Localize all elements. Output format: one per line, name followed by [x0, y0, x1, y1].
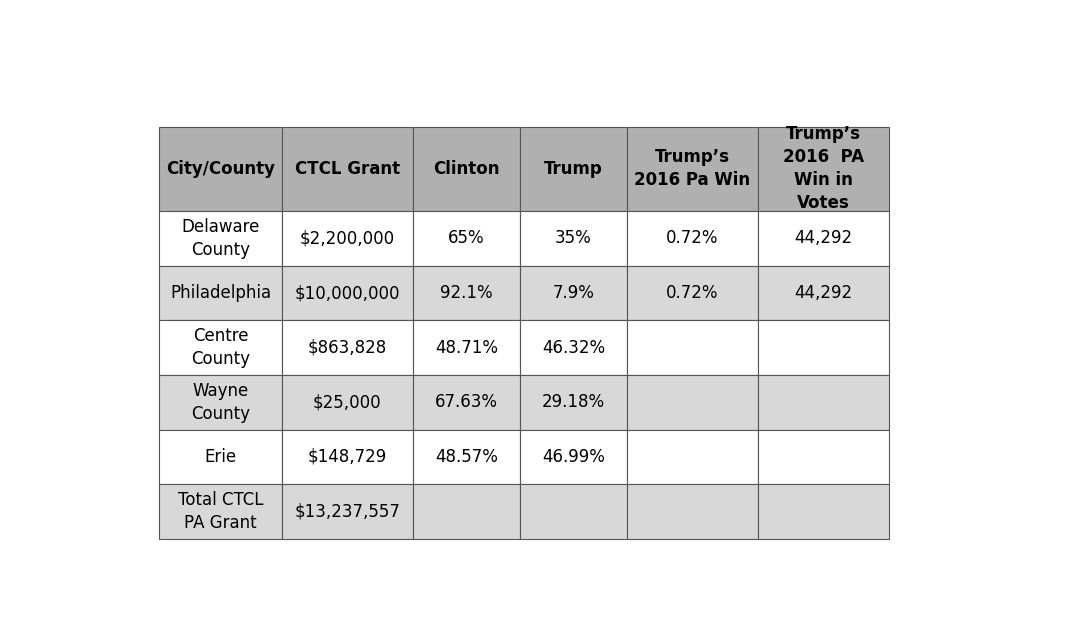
Bar: [627, 127, 758, 211]
Bar: [520, 430, 627, 484]
Bar: [282, 320, 413, 375]
Text: Total CTCL
PA Grant: Total CTCL PA Grant: [178, 491, 263, 532]
Bar: [758, 266, 889, 320]
Bar: [159, 127, 282, 211]
Bar: [282, 266, 413, 320]
Bar: [758, 211, 889, 266]
Bar: [758, 375, 889, 430]
Bar: [758, 127, 889, 211]
Bar: [758, 320, 889, 375]
Text: $13,237,557: $13,237,557: [295, 503, 400, 520]
Bar: [520, 375, 627, 430]
Text: 67.63%: 67.63%: [435, 393, 498, 411]
Bar: [413, 430, 520, 484]
Bar: [413, 320, 520, 375]
Bar: [520, 127, 627, 211]
Bar: [159, 430, 282, 484]
Bar: [159, 211, 282, 266]
Bar: [758, 484, 889, 539]
Bar: [159, 320, 282, 375]
Bar: [520, 266, 627, 320]
Text: Trump’s
2016 Pa Win: Trump’s 2016 Pa Win: [634, 148, 750, 189]
Text: $863,828: $863,828: [308, 339, 387, 357]
Text: Trump: Trump: [544, 160, 603, 178]
Text: 7.9%: 7.9%: [553, 284, 594, 302]
Text: City/County: City/County: [166, 160, 275, 178]
Text: Trump’s
2016  PA
Win in
Votes: Trump’s 2016 PA Win in Votes: [783, 125, 864, 212]
Text: Delaware
County: Delaware County: [181, 218, 260, 259]
Text: 29.18%: 29.18%: [542, 393, 605, 411]
Text: 44,292: 44,292: [795, 229, 852, 248]
Text: 48.57%: 48.57%: [435, 448, 498, 466]
Bar: [282, 375, 413, 430]
Text: 48.71%: 48.71%: [435, 339, 498, 357]
Text: 35%: 35%: [555, 229, 592, 248]
Bar: [758, 430, 889, 484]
Bar: [413, 266, 520, 320]
Bar: [627, 484, 758, 539]
Bar: [413, 375, 520, 430]
Bar: [159, 266, 282, 320]
Bar: [282, 127, 413, 211]
Bar: [282, 484, 413, 539]
Bar: [627, 375, 758, 430]
Text: 0.72%: 0.72%: [666, 284, 719, 302]
Text: 92.1%: 92.1%: [440, 284, 492, 302]
Bar: [627, 320, 758, 375]
Text: $25,000: $25,000: [313, 393, 382, 411]
Bar: [520, 211, 627, 266]
Text: $2,200,000: $2,200,000: [300, 229, 395, 248]
Text: Centre
County: Centre County: [191, 327, 250, 368]
Bar: [159, 484, 282, 539]
Bar: [520, 484, 627, 539]
Bar: [520, 320, 627, 375]
Text: Clinton: Clinton: [434, 160, 500, 178]
Bar: [282, 430, 413, 484]
Text: 44,292: 44,292: [795, 284, 852, 302]
Text: Wayne
County: Wayne County: [191, 382, 250, 423]
Text: 65%: 65%: [448, 229, 485, 248]
Bar: [627, 211, 758, 266]
Bar: [627, 266, 758, 320]
Text: 46.32%: 46.32%: [542, 339, 605, 357]
Bar: [413, 127, 520, 211]
Bar: [413, 211, 520, 266]
Bar: [282, 211, 413, 266]
Text: CTCL Grant: CTCL Grant: [295, 160, 400, 178]
Text: Philadelphia: Philadelphia: [170, 284, 271, 302]
Text: $148,729: $148,729: [308, 448, 387, 466]
Text: 46.99%: 46.99%: [542, 448, 605, 466]
Bar: [413, 484, 520, 539]
Text: $10,000,000: $10,000,000: [295, 284, 400, 302]
Bar: [159, 375, 282, 430]
Text: 0.72%: 0.72%: [666, 229, 719, 248]
Text: Erie: Erie: [205, 448, 236, 466]
Bar: [627, 430, 758, 484]
